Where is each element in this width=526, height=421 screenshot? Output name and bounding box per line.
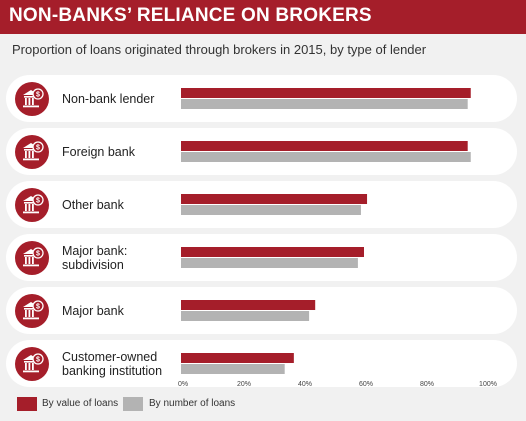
bank-building-dollar-icon: $ <box>23 247 44 267</box>
bank-building-dollar-icon: $ <box>23 300 44 320</box>
category-row <box>6 234 517 281</box>
legend-label: By value of loans <box>42 398 119 409</box>
svg-text:$: $ <box>36 251 40 258</box>
legend-label: By number of loans <box>149 398 236 409</box>
bank-building-dollar-icon: $ <box>23 353 44 373</box>
chart-subtitle: Proportion of loans originated through b… <box>12 42 427 57</box>
bar-value-of-loans <box>181 300 316 310</box>
svg-text:$: $ <box>36 357 40 364</box>
bar-value-of-loans <box>181 194 368 204</box>
svg-text:$: $ <box>36 92 40 99</box>
category-label-line: Customer-owned <box>62 349 158 364</box>
x-tick-label: 60% <box>359 381 373 388</box>
lender-icon: $ <box>15 188 49 222</box>
x-tick-label: 0% <box>178 381 188 388</box>
legend-swatch-number <box>123 397 143 411</box>
category-label-line: Non-bank lender <box>62 91 155 106</box>
category-row <box>6 181 517 228</box>
category-label-line: Major bank <box>62 303 124 318</box>
chart-title: NON-BANKS’ RELIANCE ON BROKERS <box>9 5 372 26</box>
lender-icon: $ <box>15 347 49 381</box>
bar-number-of-loans <box>181 152 471 162</box>
category-label-line: banking institution <box>62 363 163 378</box>
bank-building-dollar-icon: $ <box>23 194 44 214</box>
lender-icon: $ <box>15 294 49 328</box>
category-label-line: subdivision <box>62 257 124 272</box>
lender-icon: $ <box>15 82 49 116</box>
x-tick-label: 100% <box>479 381 497 388</box>
category-label-line: Foreign bank <box>62 144 135 159</box>
category-row <box>6 128 517 175</box>
category-label: Major bank: subdivision <box>62 244 127 272</box>
x-tick-label: 20% <box>237 381 251 388</box>
bar-number-of-loans <box>181 205 361 215</box>
bar-value-of-loans <box>181 88 471 98</box>
category-row <box>6 287 517 334</box>
category-label-line: Major bank: <box>62 243 128 258</box>
category-label: Other bank <box>62 198 124 212</box>
svg-text:$: $ <box>36 304 40 311</box>
bar-value-of-loans <box>181 247 364 257</box>
legend-swatch-value <box>17 397 37 411</box>
category-label: Major bank <box>62 304 124 318</box>
bar-value-of-loans <box>181 141 468 151</box>
bank-building-dollar-icon: $ <box>23 88 44 108</box>
bank-building-dollar-icon: $ <box>23 141 44 161</box>
x-tick-label: 40% <box>298 381 312 388</box>
lender-icon: $ <box>15 241 49 275</box>
svg-text:$: $ <box>36 198 40 205</box>
x-tick-label: 80% <box>420 381 434 388</box>
category-label: Customer-owned banking institution <box>62 350 162 378</box>
bar-number-of-loans <box>181 364 285 374</box>
bar-number-of-loans <box>181 258 358 268</box>
bar-number-of-loans <box>181 99 468 109</box>
category-row <box>6 340 517 387</box>
title-bar: NON-BANKS’ RELIANCE ON BROKERS <box>0 0 526 34</box>
bar-number-of-loans <box>181 311 310 321</box>
category-row <box>6 75 517 122</box>
category-label-line: Other bank <box>62 197 124 212</box>
category-label: Non-bank lender <box>62 92 154 106</box>
bar-value-of-loans <box>181 353 294 363</box>
svg-text:$: $ <box>36 145 40 152</box>
category-label: Foreign bank <box>62 145 135 159</box>
lender-icon: $ <box>15 135 49 169</box>
